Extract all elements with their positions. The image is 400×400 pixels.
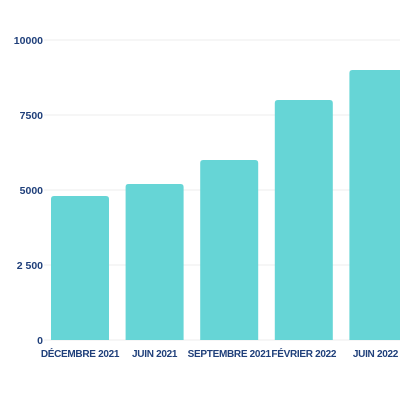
x-axis-labels: DÉCEMBRE 2021 JUIN 2021 SEPTEMBRE 2021 FÉVR… bbox=[41, 347, 399, 360]
bar bbox=[200, 160, 259, 340]
x-category-label: JUIN 2022 bbox=[353, 349, 399, 360]
bar bbox=[125, 184, 184, 340]
y-tick-label: 5000 bbox=[20, 185, 44, 197]
x-category-label: JUIN 2021 bbox=[132, 349, 178, 360]
bar bbox=[274, 100, 333, 340]
x-category-label: DÉCEMBRE 2021 bbox=[41, 347, 120, 360]
x-category-label: SEPTEMBRE 2021 bbox=[188, 349, 272, 360]
y-tick-label: 0 bbox=[37, 335, 43, 347]
x-category-label: FÉVRIER 2022 bbox=[271, 347, 337, 360]
bars bbox=[51, 70, 400, 340]
y-axis-ticks: 0 2 500 5000 7500 10000 bbox=[14, 35, 43, 347]
bar bbox=[51, 196, 109, 340]
y-tick-label: 7500 bbox=[20, 110, 44, 122]
y-tick-label: 10000 bbox=[14, 35, 43, 47]
y-tick-label: 2 500 bbox=[17, 260, 43, 272]
bar bbox=[349, 70, 400, 340]
